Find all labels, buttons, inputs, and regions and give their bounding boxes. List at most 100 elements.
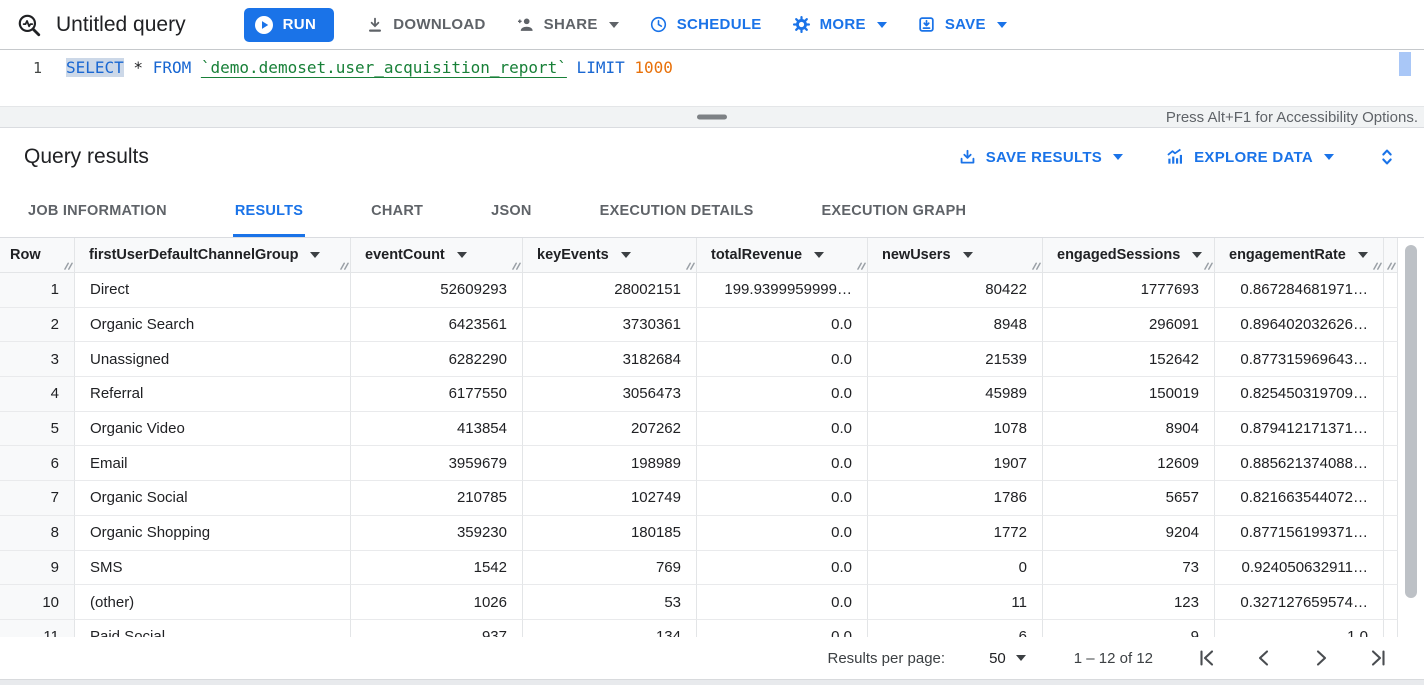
table-cell: 0.924050632911…: [1215, 550, 1384, 586]
tab-json[interactable]: JSON: [491, 203, 532, 219]
tab-execution-details[interactable]: EXECUTION DETAILS: [599, 203, 754, 219]
table-cell: 6423561: [351, 307, 523, 343]
column-header-firstUserDefaultChannelGroup[interactable]: firstUserDefaultChannelGroup: [75, 238, 351, 273]
page-range-label: 1 – 12 of 12: [1073, 649, 1153, 667]
share-button[interactable]: SHARE: [516, 15, 619, 34]
column-menu-icon[interactable]: [1192, 252, 1203, 258]
sql-keyword-select: SELECT: [66, 58, 124, 77]
column-header-eventCount[interactable]: eventCount: [351, 238, 523, 273]
column-label: eventCount: [365, 247, 445, 263]
save-button[interactable]: SAVE: [917, 15, 1007, 34]
column-resize-handle-icon[interactable]: [510, 259, 521, 270]
column-resize-handle-icon[interactable]: [1371, 259, 1382, 270]
column-label: firstUserDefaultChannelGroup: [89, 247, 299, 263]
table-scrollbar[interactable]: [1405, 245, 1417, 598]
sql-star: *: [123, 58, 153, 77]
table-cell: 53: [523, 585, 697, 620]
tab-chart[interactable]: CHART: [371, 203, 424, 219]
tab-results[interactable]: RESULTS: [232, 186, 306, 237]
sql-code-line[interactable]: SELECT * FROM `demo.demoset.user_acquisi…: [66, 57, 673, 79]
column-menu-icon[interactable]: [814, 252, 825, 258]
table-cell: 199.9399959999…: [697, 273, 868, 308]
sql-keyword-from: FROM: [152, 58, 201, 77]
explore-data-button[interactable]: EXPLORE DATA: [1165, 147, 1334, 167]
column-label: keyEvents: [537, 247, 609, 263]
column-resize-handle-icon[interactable]: [684, 259, 695, 270]
row-number-cell: 11: [0, 619, 75, 637]
more-button[interactable]: MORE: [792, 15, 887, 34]
share-label: SHARE: [543, 16, 598, 33]
table-cell: 0.0: [697, 515, 868, 551]
sql-table-link[interactable]: `demo.demoset.user_acquisition_report`: [200, 58, 567, 77]
table-cell: 1078: [868, 411, 1043, 447]
table-cell: 28002151: [523, 273, 697, 308]
table-cell: 413854: [351, 411, 523, 447]
column-resize-handle-icon[interactable]: [1385, 259, 1396, 270]
table-cell: 1.0: [1215, 619, 1384, 637]
table-cell-filler: [1384, 307, 1398, 343]
drag-handle-icon[interactable]: [697, 114, 727, 120]
query-results-title: Query results: [24, 145, 149, 168]
page-size-select[interactable]: 50: [989, 650, 1026, 667]
results-per-page-label: Results per page:: [827, 649, 946, 667]
schedule-button[interactable]: SCHEDULE: [649, 15, 762, 34]
column-header-keyEvents[interactable]: keyEvents: [523, 238, 697, 273]
column-menu-icon[interactable]: [456, 252, 467, 258]
explore-data-label: EXPLORE DATA: [1194, 148, 1313, 166]
first-page-button[interactable]: [1195, 646, 1219, 670]
table-cell: 198989: [523, 446, 697, 482]
column-menu-icon[interactable]: [962, 252, 973, 258]
expand-results-button[interactable]: [1376, 146, 1398, 168]
column-label: Row: [10, 247, 41, 263]
table-cell: 152642: [1043, 342, 1215, 378]
table-cell: 1772: [868, 515, 1043, 551]
table-cell: 359230: [351, 515, 523, 551]
sql-editor[interactable]: 1 SELECT * FROM `demo.demoset.user_acqui…: [0, 50, 1424, 106]
column-resize-handle-icon[interactable]: [1202, 259, 1213, 270]
download-button[interactable]: DOWNLOAD: [366, 16, 485, 34]
tab-job-information[interactable]: JOB INFORMATION: [28, 203, 167, 219]
table-row: 10 (other) 1026 53 0.0 11 123 0.327127659574…: [0, 585, 1398, 620]
run-button[interactable]: RUN: [243, 7, 335, 42]
table-cell: 9: [1043, 619, 1215, 637]
column-header-engagementRate[interactable]: engagementRate: [1215, 238, 1384, 273]
column-header-engagedSessions[interactable]: engagedSessions: [1043, 238, 1215, 273]
table-cell-filler: [1384, 342, 1398, 378]
editor-scrollbar[interactable]: [1399, 52, 1411, 76]
query-toolbar: Untitled query RUN DOWNLOAD: [0, 0, 1424, 50]
table-cell: 0.0: [697, 619, 868, 637]
next-page-button[interactable]: [1309, 646, 1333, 670]
editor-resize-divider: Press Alt+F1 for Accessibility Options.: [0, 106, 1424, 128]
column-label: engagedSessions: [1057, 247, 1181, 263]
table-cell: 0.825450319709…: [1215, 377, 1384, 412]
table-cell: 0.877156199371…: [1215, 515, 1384, 551]
table-row: 2 Organic Search 6423561 3730361 0.0 8948 2960…: [0, 307, 1398, 343]
last-page-icon: [1371, 650, 1385, 666]
previous-page-button[interactable]: [1252, 646, 1276, 670]
column-resize-handle-icon[interactable]: [855, 259, 866, 270]
table-cell: 0.867284681971…: [1215, 273, 1384, 308]
save-results-label: SAVE RESULTS: [985, 148, 1103, 166]
results-tabs: JOB INFORMATION RESULTS CHART JSON EXECUTION…: [0, 186, 1424, 238]
table-cell: 5657: [1043, 481, 1215, 516]
column-header-totalRevenue[interactable]: totalRevenue: [697, 238, 868, 273]
column-resize-handle-icon[interactable]: [1030, 259, 1041, 270]
table-cell: 937: [351, 619, 523, 637]
table-cell: 21539: [868, 342, 1043, 378]
unfold-more-icon: [1376, 146, 1398, 168]
column-header-filler: [1384, 238, 1398, 273]
table-cell: 1786: [868, 481, 1043, 516]
column-resize-handle-icon[interactable]: [62, 259, 73, 270]
table-cell-filler: [1384, 377, 1398, 412]
column-menu-icon[interactable]: [620, 252, 631, 258]
table-cell: (other): [75, 585, 351, 620]
column-menu-icon[interactable]: [1357, 252, 1368, 258]
table-row: 5 Organic Video 413854 207262 0.0 1078 8904 0.8…: [0, 411, 1398, 447]
column-menu-icon[interactable]: [310, 252, 321, 258]
last-page-button[interactable]: [1366, 646, 1390, 670]
page-size-value: 50: [989, 649, 1006, 667]
column-resize-handle-icon[interactable]: [338, 259, 349, 270]
column-header-newUsers[interactable]: newUsers: [868, 238, 1043, 273]
save-results-button[interactable]: SAVE RESULTS: [958, 148, 1124, 167]
tab-execution-graph[interactable]: EXECUTION GRAPH: [821, 203, 967, 219]
